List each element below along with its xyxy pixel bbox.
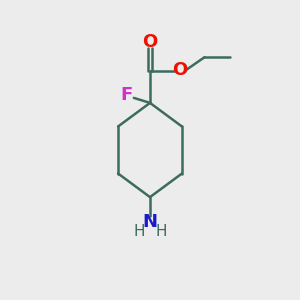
Text: O: O [142, 33, 158, 51]
Text: F: F [120, 86, 133, 104]
Text: O: O [172, 61, 187, 80]
Text: H: H [133, 224, 145, 239]
Text: N: N [142, 213, 158, 231]
Text: H: H [155, 224, 167, 239]
